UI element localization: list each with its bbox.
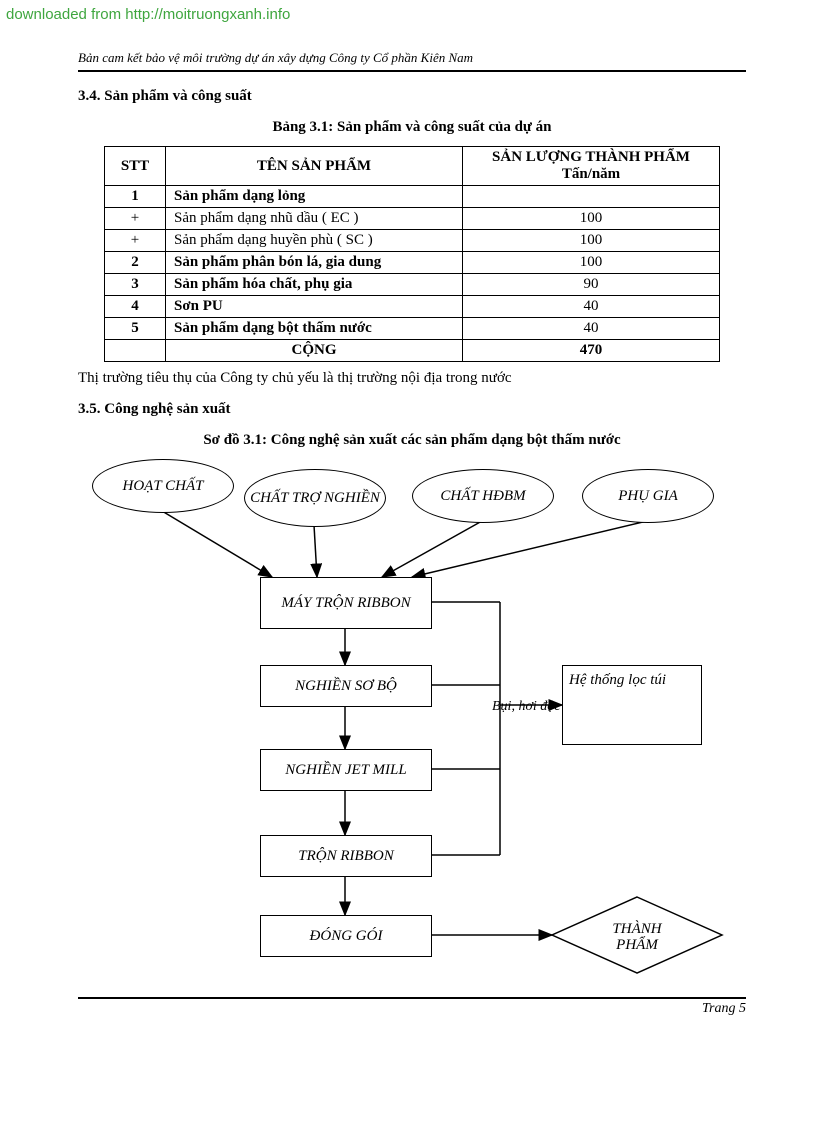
body-paragraph: Thị trường tiêu thụ của Công ty chủ yếu …: [78, 370, 746, 387]
section-3-5-heading: 3.5. Công nghệ sản xuất: [78, 401, 746, 418]
total-label: CỘNG: [166, 340, 463, 362]
flow-node-n2: CHẤT TRỢ NGHIỀN: [244, 469, 386, 527]
flow-node-n3: CHẤT HĐBM: [412, 469, 554, 523]
flow-node-p2: NGHIỀN SƠ BỘ: [260, 665, 432, 707]
table-row: 4Sơn PU40: [105, 296, 720, 318]
table-row: 1Sản phẩm dạng lỏng: [105, 186, 720, 208]
document-header: Bản cam kết bảo vệ môi trường dự án xây …: [78, 50, 746, 72]
flow-node-p3: NGHIỀN JET MILL: [260, 749, 432, 791]
page-content: Bản cam kết bảo vệ môi trường dự án xây …: [0, 0, 816, 1057]
table-row: 2Sản phẩm phân bón lá, gia dung100: [105, 252, 720, 274]
table-row: +Sản phẩm dạng nhũ dầu ( EC )100: [105, 208, 720, 230]
svg-text:THÀNHPHẨM: THÀNHPHẨM: [612, 920, 662, 953]
table-row: 5Sản phẩm dạng bột thấm nước40: [105, 318, 720, 340]
flow-node-n4: PHỤ GIA: [582, 469, 714, 523]
section-3-4-heading: 3.4. Sản phẩm và công suất: [78, 88, 746, 105]
col-header-name: TÊN SẢN PHẨM: [166, 147, 463, 186]
col-header-stt: STT: [105, 147, 166, 186]
flow-node-p5: ĐÓNG GÓI: [260, 915, 432, 957]
table-caption: Bảng 3.1: Sản phẩm và công suất của dự á…: [78, 119, 746, 136]
flow-node-p4: TRỘN RIBBON: [260, 835, 432, 877]
table-row: 3Sản phẩm hóa chất, phụ gia90: [105, 274, 720, 296]
table-total-row: CỘNG 470: [105, 340, 720, 362]
total-value: 470: [463, 340, 720, 362]
products-table: STT TÊN SẢN PHẨM SẢN LƯỢNG THÀNH PHẨM Tấ…: [104, 146, 720, 362]
table-row: +Sản phẩm dạng huyền phù ( SC )100: [105, 230, 720, 252]
diagram-caption: Sơ đồ 3.1: Công nghệ sản xuất các sản ph…: [78, 432, 746, 449]
flowchart-diagram: THÀNHPHẨM HOẠT CHẤTCHẤT TRỢ NGHIỀN CHẤT H…: [92, 459, 732, 979]
page-number: Trang 5: [78, 999, 746, 1017]
watermark-text: downloaded from http://moitruongxanh.inf…: [6, 6, 290, 23]
edge-label-bui-hoi-doc: Bụi, hơi độc: [492, 699, 562, 715]
flow-node-p1: MÁY TRỘN RIBBON: [260, 577, 432, 629]
table-header-row: STT TÊN SẢN PHẨM SẢN LƯỢNG THÀNH PHẨM Tấ…: [105, 147, 720, 186]
flow-node-f1: Hệ thống lọc túi: [562, 665, 702, 745]
flow-node-n1: HOẠT CHẤT: [92, 459, 234, 513]
col-header-value: SẢN LƯỢNG THÀNH PHẨM Tấn/năm: [463, 147, 720, 186]
